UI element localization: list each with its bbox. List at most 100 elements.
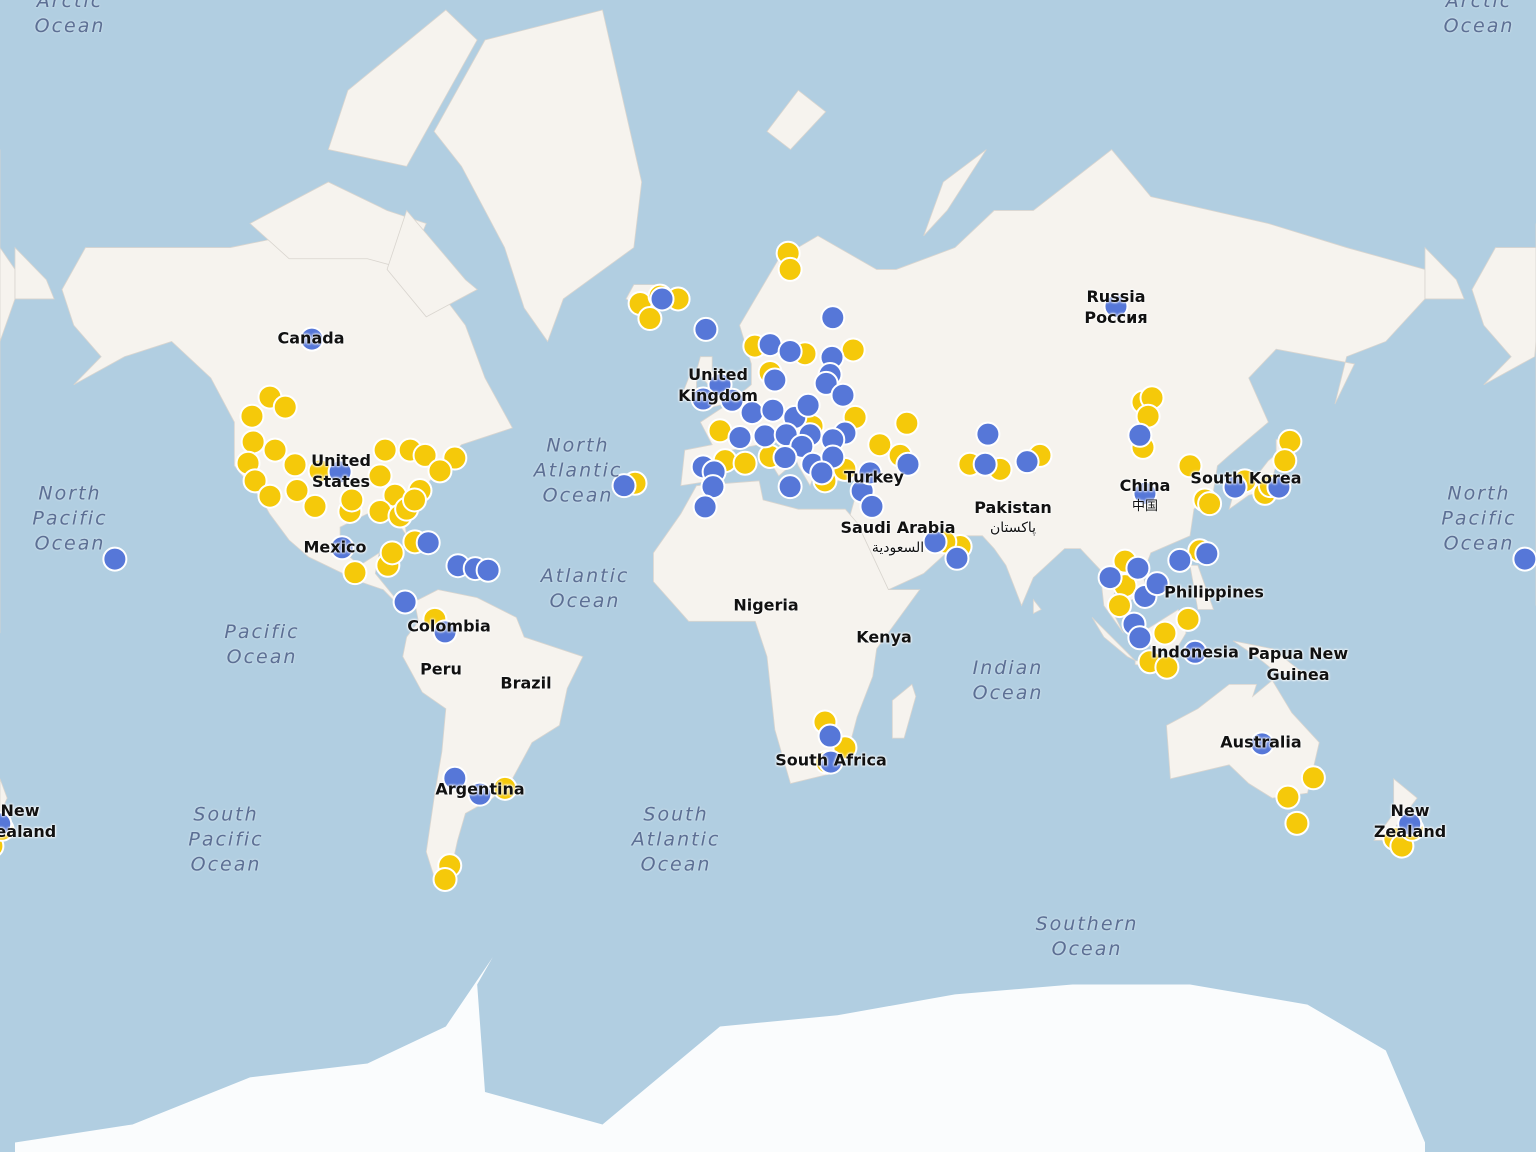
marker-blue[interactable] bbox=[1249, 731, 1275, 757]
marker-yellow[interactable] bbox=[432, 866, 458, 892]
marker-yellow[interactable] bbox=[867, 432, 893, 458]
marker-blue[interactable] bbox=[727, 425, 753, 451]
marker-blue[interactable] bbox=[1132, 480, 1158, 506]
marker-yellow[interactable] bbox=[239, 403, 265, 429]
marker-yellow[interactable] bbox=[492, 775, 518, 801]
marker-yellow[interactable] bbox=[777, 256, 803, 282]
marker-yellow[interactable] bbox=[1152, 620, 1178, 646]
marker-yellow[interactable] bbox=[1272, 448, 1298, 474]
land-eurasia bbox=[0, 149, 16, 634]
land-antarctica bbox=[15, 957, 1425, 1152]
marker-yellow[interactable] bbox=[1275, 784, 1301, 810]
marker-yellow[interactable] bbox=[242, 468, 268, 494]
marker-blue[interactable] bbox=[762, 367, 788, 393]
marker-blue[interactable] bbox=[1097, 565, 1123, 591]
marker-blue[interactable] bbox=[1182, 639, 1208, 665]
marker-yellow[interactable] bbox=[637, 306, 663, 332]
marker-blue[interactable] bbox=[1222, 474, 1248, 500]
marker-yellow[interactable] bbox=[342, 560, 368, 586]
marker-blue[interactable] bbox=[830, 382, 856, 408]
marker-yellow[interactable] bbox=[1284, 810, 1310, 836]
marker-blue[interactable] bbox=[102, 546, 128, 572]
land-greenland bbox=[433, 9, 643, 343]
marker-blue[interactable] bbox=[611, 473, 637, 499]
land-baffin bbox=[386, 209, 478, 318]
marker-blue[interactable] bbox=[299, 326, 325, 352]
land-south-america bbox=[402, 589, 584, 891]
marker-blue[interactable] bbox=[392, 589, 418, 615]
marker-yellow[interactable] bbox=[1154, 654, 1180, 680]
marker-blue[interactable] bbox=[442, 765, 468, 791]
marker-blue[interactable] bbox=[809, 460, 835, 486]
marker-yellow[interactable] bbox=[1197, 491, 1223, 517]
marker-yellow[interactable] bbox=[284, 477, 310, 503]
marker-blue[interactable] bbox=[649, 286, 675, 312]
marker-blue[interactable] bbox=[857, 460, 883, 486]
marker-blue[interactable] bbox=[329, 535, 355, 561]
marker-yellow[interactable] bbox=[1107, 593, 1132, 619]
marker-yellow[interactable] bbox=[840, 337, 866, 363]
marker-blue[interactable] bbox=[895, 451, 921, 477]
marker-blue[interactable] bbox=[327, 459, 353, 485]
marker-blue[interactable] bbox=[1194, 541, 1220, 567]
marker-blue[interactable] bbox=[813, 370, 839, 396]
marker-yellow[interactable] bbox=[272, 394, 298, 420]
marker-blue[interactable] bbox=[432, 619, 458, 645]
marker-yellow[interactable] bbox=[402, 487, 427, 513]
marker-yellow[interactable] bbox=[427, 458, 453, 484]
marker-blue[interactable] bbox=[690, 386, 716, 412]
marker-blue[interactable] bbox=[820, 305, 846, 331]
marker-blue[interactable] bbox=[0, 811, 13, 837]
marker-blue[interactable] bbox=[693, 316, 719, 342]
land-chukotka bbox=[1424, 246, 1465, 300]
marker-blue[interactable] bbox=[972, 451, 998, 477]
marker-yellow[interactable] bbox=[412, 442, 438, 468]
marker-blue[interactable] bbox=[1167, 547, 1193, 573]
marker-blue[interactable] bbox=[1103, 293, 1129, 319]
marker-blue[interactable] bbox=[777, 338, 803, 364]
marker-blue[interactable] bbox=[777, 474, 803, 500]
marker-blue[interactable] bbox=[719, 387, 745, 413]
marker-yellow[interactable] bbox=[302, 493, 328, 519]
marker-blue[interactable] bbox=[795, 392, 821, 418]
marker-blue[interactable] bbox=[772, 445, 798, 471]
land-sumatra bbox=[1091, 617, 1136, 661]
marker-blue[interactable] bbox=[1512, 546, 1536, 572]
marker-blue[interactable] bbox=[1127, 625, 1153, 651]
marker-yellow[interactable] bbox=[372, 437, 398, 463]
marker-blue[interactable] bbox=[752, 423, 778, 449]
marker-blue[interactable] bbox=[692, 494, 718, 520]
marker-blue[interactable] bbox=[739, 400, 765, 426]
marker-blue[interactable] bbox=[1144, 571, 1170, 597]
marker-blue[interactable] bbox=[760, 397, 786, 423]
marker-blue[interactable] bbox=[475, 557, 501, 583]
marker-blue[interactable] bbox=[1397, 811, 1423, 837]
marker-yellow[interactable] bbox=[262, 437, 288, 463]
marker-yellow[interactable] bbox=[240, 429, 266, 455]
marker-blue[interactable] bbox=[1127, 422, 1153, 448]
marker-yellow[interactable] bbox=[1175, 606, 1201, 632]
marker-blue[interactable] bbox=[1266, 474, 1292, 500]
marker-blue[interactable] bbox=[415, 530, 441, 556]
marker-yellow[interactable] bbox=[1300, 765, 1326, 791]
marker-blue[interactable] bbox=[1014, 449, 1040, 475]
marker-blue[interactable] bbox=[922, 529, 948, 555]
marker-yellow[interactable] bbox=[367, 463, 393, 489]
marker-blue[interactable] bbox=[817, 723, 843, 749]
marker-yellow[interactable] bbox=[257, 483, 283, 509]
marker-yellow[interactable] bbox=[0, 835, 5, 858]
marker-blue[interactable] bbox=[944, 545, 970, 571]
marker-yellow[interactable] bbox=[732, 450, 758, 476]
marker-blue[interactable] bbox=[818, 749, 844, 775]
marker-blue[interactable] bbox=[467, 781, 493, 807]
marker-yellow[interactable] bbox=[282, 452, 308, 478]
marker-blue[interactable] bbox=[975, 421, 1001, 447]
marker-yellow[interactable] bbox=[379, 540, 405, 566]
marker-yellow[interactable] bbox=[339, 487, 365, 513]
marker-yellow[interactable] bbox=[894, 410, 920, 436]
marker-blue[interactable] bbox=[859, 493, 885, 519]
marker-yellow[interactable] bbox=[1177, 453, 1203, 479]
land-africa bbox=[653, 480, 921, 784]
marker-blue[interactable] bbox=[1125, 555, 1151, 581]
